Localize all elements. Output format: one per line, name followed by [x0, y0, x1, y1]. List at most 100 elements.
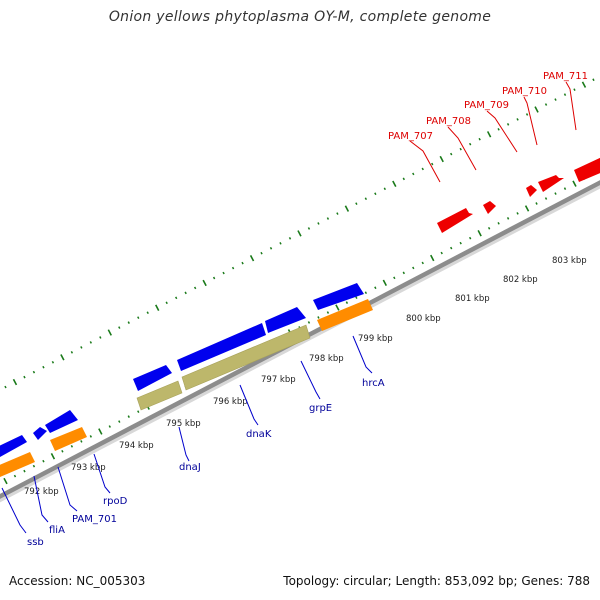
feature-pam-707[interactable]: [437, 208, 473, 233]
feature-flia[interactable]: [33, 427, 47, 440]
feature-pam-708[interactable]: [483, 201, 496, 214]
inner-tick-minor: [61, 449, 64, 453]
outer-tick-minor: [525, 113, 529, 116]
outer-tick-major: [107, 329, 112, 336]
outer-tick-minor: [497, 127, 500, 131]
gene-label-grpe: grpE: [309, 403, 332, 414]
tick-label-798: 798 kbp: [309, 354, 344, 364]
inner-tick-minor: [374, 286, 377, 290]
outer-tick-minor: [175, 296, 178, 300]
outer-tick-minor: [317, 222, 320, 225]
tick-label-802: 802 kbp: [503, 275, 538, 285]
inner-tick-minor: [459, 241, 462, 245]
inner-tick-major: [430, 254, 435, 262]
inner-tick-minor: [345, 301, 349, 304]
tick-label-793: 793 kbp: [71, 463, 106, 473]
inner-tick-minor: [118, 420, 121, 423]
inner-tick-major: [572, 180, 577, 187]
tick-label-794: 794 kbp: [119, 441, 154, 451]
outer-tick-minor: [212, 276, 216, 280]
outer-tick-major: [297, 230, 302, 237]
outer-tick-minor: [137, 316, 140, 319]
outer-tick-major: [392, 180, 397, 188]
tick-label-795: 795 kbp: [166, 419, 201, 429]
inner-tick-minor: [506, 217, 510, 220]
inner-tick-major: [382, 279, 388, 287]
gene-label-pam-701: PAM_701: [72, 514, 117, 525]
outer-tick-minor: [355, 202, 358, 205]
leader-dnak: [239, 384, 259, 426]
gene-label-pam-710: PAM_710: [502, 86, 547, 97]
outer-tick-minor: [431, 162, 434, 166]
tick-label-797: 797 kbp: [261, 375, 296, 385]
outer-tick-minor: [193, 286, 197, 290]
outer-tick-minor: [402, 177, 405, 181]
tick-label-800: 800 kbp: [406, 314, 441, 324]
outer-tick-major: [439, 155, 444, 163]
outer-tick-minor: [364, 197, 368, 201]
outer-tick-minor: [459, 147, 462, 151]
gene-label-flia: fliA: [49, 525, 65, 536]
lower-feature-track: [0, 299, 373, 477]
feature-pam-711[interactable]: [574, 157, 600, 182]
outer-tick-minor: [231, 266, 235, 270]
outer-tick-minor: [516, 118, 519, 121]
tick-label-792: 792 kbp: [24, 487, 59, 497]
inner-tick-major: [98, 428, 103, 435]
outer-tick-major: [486, 131, 492, 138]
inner-tick-major: [477, 230, 482, 237]
feature-dnaj[interactable]: [133, 365, 172, 391]
outer-tick-minor: [4, 385, 7, 389]
inner-tick-minor: [516, 212, 519, 215]
inner-tick-minor: [563, 187, 567, 190]
feature-pam-709[interactable]: [526, 185, 537, 197]
gene-label-pam-711: PAM_711: [543, 71, 588, 82]
feature-orange-3[interactable]: [317, 299, 373, 331]
feature-grpe[interactable]: [265, 307, 306, 333]
inner-tick-minor: [80, 440, 83, 443]
outer-tick-minor: [544, 103, 548, 106]
outer-tick-minor: [374, 192, 377, 196]
feature-dnak[interactable]: [177, 323, 266, 371]
inner-tick-minor: [544, 197, 548, 200]
feature-pam-710[interactable]: [538, 175, 564, 192]
gene-label-pam-709: PAM_709: [464, 100, 509, 111]
outer-tick-minor: [573, 88, 576, 91]
tick-label-801: 801 kbp: [455, 294, 490, 304]
inner-tick-minor: [393, 276, 396, 280]
gene-label-dnak: dnaK: [246, 429, 272, 440]
outer-tick-minor: [421, 167, 424, 171]
feature-hrca[interactable]: [313, 283, 364, 310]
leader-hrca: [352, 335, 373, 374]
inner-tick-minor: [535, 202, 538, 205]
outer-tick-minor: [554, 98, 557, 101]
outer-tick-minor: [146, 311, 149, 315]
outer-tick-minor: [51, 360, 55, 364]
inner-tick-minor: [364, 291, 368, 295]
inner-tick-minor: [412, 266, 415, 270]
outer-tick-minor: [89, 341, 93, 344]
inner-tick-minor: [89, 435, 93, 438]
inner-tick-minor: [402, 271, 405, 275]
feature-orange-2[interactable]: [50, 427, 87, 451]
red-gene-labels: PAM_707 PAM_708 PAM_709 PAM_710 PAM_711: [388, 71, 588, 183]
outer-tick-minor: [184, 291, 187, 295]
inner-tick-minor: [440, 251, 443, 255]
feature-orange-1[interactable]: [0, 452, 35, 477]
inner-tick-minor: [23, 469, 26, 473]
leader-pam-708: [447, 126, 477, 171]
inner-tick-minor: [317, 316, 320, 319]
feature-khaki-2[interactable]: [181, 324, 311, 391]
inner-tick-minor: [70, 445, 74, 448]
outer-tick-minor: [468, 142, 472, 146]
inner-tick-minor: [108, 425, 111, 428]
map-title: Onion yellows phytoplasma OY-M, complete…: [108, 9, 492, 25]
feature-ssb[interactable]: [0, 435, 27, 457]
gene-label-pam-707: PAM_707: [388, 131, 433, 142]
feature-pam-701[interactable]: [45, 410, 78, 433]
leader-grpe: [300, 360, 321, 400]
inner-tick-minor: [497, 221, 500, 225]
outer-tick-major: [202, 279, 207, 287]
feature-khaki-1[interactable]: [136, 380, 183, 411]
